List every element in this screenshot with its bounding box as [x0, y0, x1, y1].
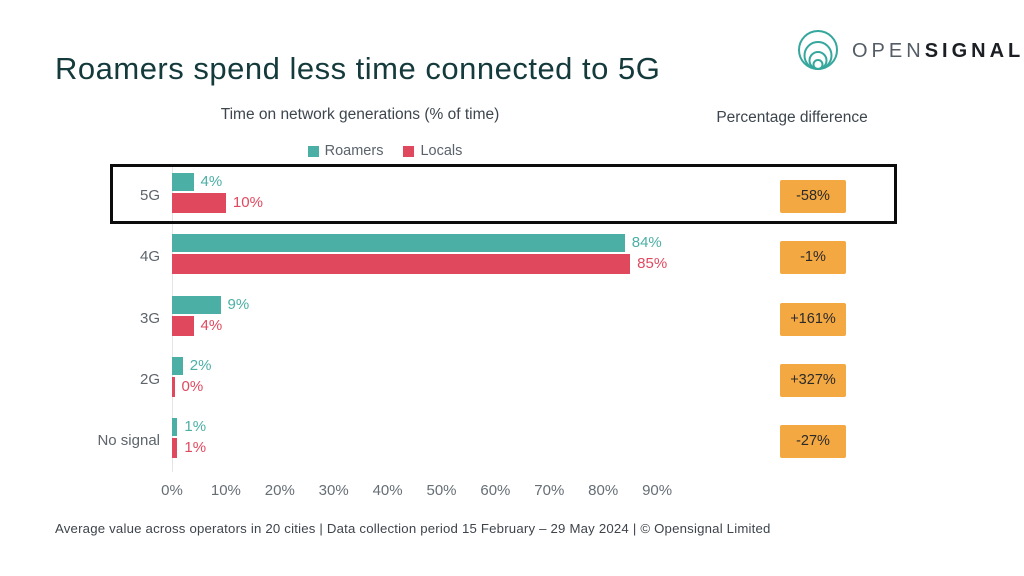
value-label-roamers-no-signal: 1% [184, 418, 207, 435]
value-label-locals-4g: 85% [637, 255, 668, 272]
bar-locals-4g [172, 254, 631, 274]
legend-item-roamers: Roamers [307, 143, 384, 159]
x-tick-30: 30% [318, 482, 349, 499]
bar-locals-3g [172, 316, 194, 336]
bar-roamers-2g [172, 357, 183, 375]
diff-badge-3g: +161% [780, 302, 846, 336]
value-label-locals-5g: 10% [232, 194, 263, 211]
value-label-locals-3g: 4% [200, 317, 223, 334]
value-label-locals-2g: 0% [181, 378, 204, 395]
x-tick-40: 40% [372, 482, 403, 499]
category-label-5g: 5G [139, 187, 160, 204]
logo-wordmark: OPENSIGNAL [852, 40, 1024, 63]
legend-item-locals: Locals [403, 143, 462, 159]
logo-signal: SIGNAL [924, 39, 1024, 62]
category-label-no-signal: No signal [97, 432, 160, 449]
category-label-3g: 3G [139, 310, 160, 327]
value-label-locals-no-signal: 1% [184, 439, 207, 456]
x-tick-60: 60% [480, 482, 511, 499]
value-label-roamers-3g: 9% [227, 296, 250, 313]
footer-note: Average value across operators in 20 cit… [55, 521, 771, 536]
x-tick-90: 90% [642, 482, 673, 499]
bar-roamers-3g [172, 296, 221, 314]
x-tick-20: 20% [264, 482, 295, 499]
value-label-roamers-2g: 2% [189, 357, 212, 374]
chart-subtitle: Time on network generations (% of time) [220, 106, 500, 123]
bar-locals-5g [172, 193, 226, 213]
bar-roamers-5g [172, 173, 194, 191]
x-tick-50: 50% [426, 482, 457, 499]
legend-label: Roamers [324, 143, 384, 159]
bar-roamers-no-signal [172, 418, 178, 436]
category-label-4g: 4G [139, 248, 160, 265]
opensignal-rings-icon [798, 30, 838, 70]
diff-badge-5g: -58% [780, 179, 846, 213]
chart-legend: Roamers Locals [150, 143, 620, 159]
legend-label: Locals [420, 143, 463, 159]
diff-badge-4g: -1% [780, 240, 846, 274]
5g-highlight-box [110, 164, 897, 224]
x-tick-80: 80% [588, 482, 619, 499]
x-tick-70: 70% [534, 482, 565, 499]
value-label-roamers-4g: 84% [631, 234, 662, 251]
opensignal-logo: OPENSIGNAL [793, 26, 1024, 76]
bar-locals-2g [172, 377, 175, 397]
bar-locals-no-signal [172, 438, 178, 458]
percentage-difference-header: Percentage difference [716, 109, 868, 126]
legend-swatch-icon [307, 145, 319, 157]
logo-open: OPEN [852, 39, 925, 62]
bar-roamers-4g [172, 234, 625, 252]
x-tick-10: 10% [210, 482, 241, 499]
diff-badge-2g: +327% [780, 363, 846, 397]
x-tick-0: 0% [161, 482, 183, 499]
page-title: Roamers spend less time connected to 5G [55, 50, 661, 86]
diff-badge-no-signal: -27% [780, 424, 846, 458]
category-label-2g: 2G [139, 371, 160, 388]
value-label-roamers-5g: 4% [200, 173, 223, 190]
legend-swatch-icon [403, 145, 415, 157]
